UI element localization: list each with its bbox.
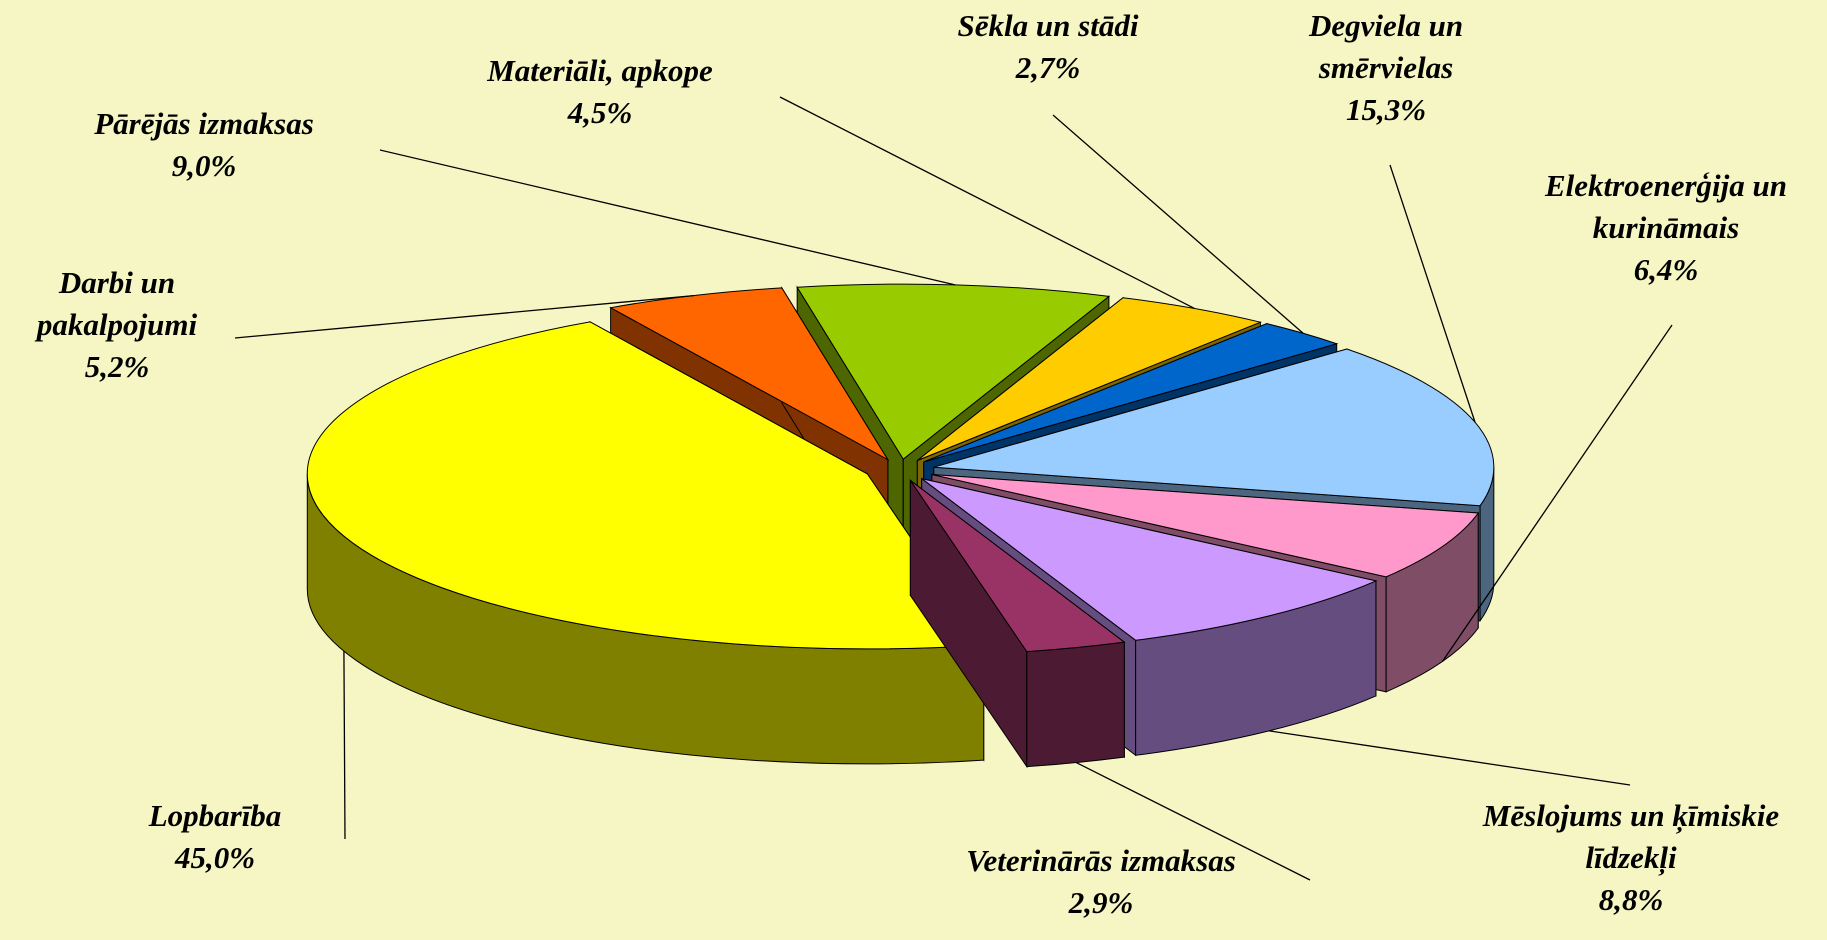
leader-line xyxy=(379,149,956,286)
slice-label: Mēslojums un ķīmiskie līdzekļi 8,8% xyxy=(1481,795,1781,921)
slice-label: Materiāli, apkope 4,5% xyxy=(440,50,760,134)
slice-value: 8,8% xyxy=(1598,882,1664,917)
slice-name: Mēslojums un ķīmiskie līdzekļi xyxy=(1482,798,1780,875)
slice-label: Sēkla un stādi 2,7% xyxy=(918,5,1178,89)
slice-name: Veterinārās izmaksas xyxy=(966,843,1236,878)
slice-label: Degviela un smērvielas 15,3% xyxy=(1266,5,1506,131)
slice-label: Veterinārās izmaksas 2,9% xyxy=(921,840,1281,924)
slice-outer-wall xyxy=(1026,641,1125,768)
slice-name: Sēkla un stādi xyxy=(957,8,1139,43)
leader-line xyxy=(779,96,1195,310)
slice-label: Lopbarība 45,0% xyxy=(85,795,345,879)
slice-name: Lopbarība xyxy=(148,798,282,833)
slice-top xyxy=(306,321,985,650)
slice-value: 9,0% xyxy=(171,148,237,183)
leader-line xyxy=(1052,114,1304,334)
slice-value: 45,0% xyxy=(174,840,256,875)
slice-top xyxy=(909,480,1126,653)
slice xyxy=(909,478,1126,769)
leader-line xyxy=(1441,324,1673,662)
slice-value: 2,9% xyxy=(1068,885,1134,920)
slice-value: 6,4% xyxy=(1633,252,1699,287)
leader-line xyxy=(343,651,346,840)
leader-line xyxy=(1075,762,1311,881)
slice-value: 15,3% xyxy=(1345,92,1427,127)
slice-name: Pārējās izmaksas xyxy=(94,106,314,141)
slice-name: Degviela un smērvielas xyxy=(1308,8,1464,85)
slice-top xyxy=(931,473,1480,578)
leader-line xyxy=(1389,164,1476,423)
slice-top xyxy=(609,287,890,462)
slice-label: Darbi un pakalpojumi 5,2% xyxy=(2,262,232,388)
slice-name: Darbi un pakalpojumi xyxy=(36,265,198,342)
slice-top xyxy=(921,478,1378,641)
slice-label: Elektroenerģija un kurināmais 6,4% xyxy=(1501,165,1827,291)
slice-value: 4,5% xyxy=(567,95,633,130)
slice-name: Materiāli, apkope xyxy=(487,53,713,88)
slice-name: Elektroenerģija un kurināmais xyxy=(1544,168,1787,245)
leader-line xyxy=(1268,730,1631,786)
slice-value: 5,2% xyxy=(84,349,150,384)
slice xyxy=(306,320,985,765)
leader-line xyxy=(234,294,694,339)
slice-value: 2,7% xyxy=(1015,50,1081,85)
slice-label: Pārējās izmaksas 9,0% xyxy=(44,103,364,187)
